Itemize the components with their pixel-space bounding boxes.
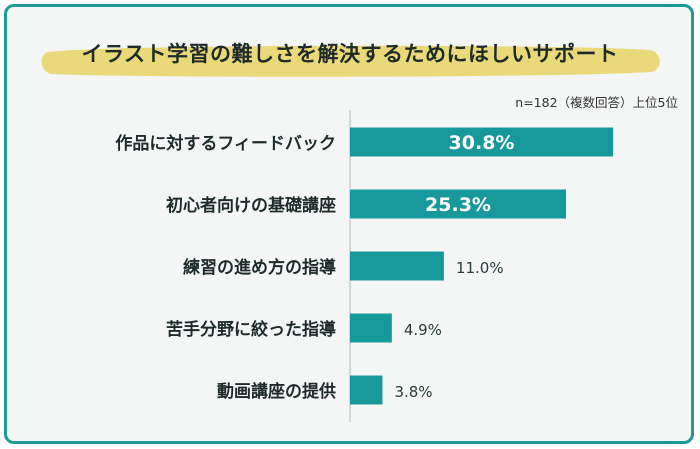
category-label: 作品に対するフィードバック <box>115 133 336 154</box>
value-label: 11.0% <box>456 259 504 277</box>
chart-title: イラスト学習の難しさを解決するためにほしいサポート <box>81 42 619 66</box>
value-label: 25.3% <box>425 194 491 216</box>
category-label: 苦手分野に絞った指導 <box>166 319 336 340</box>
title-banner: イラスト学習の難しさを解決するためにほしいサポート <box>0 30 700 80</box>
category-label: 動画講座の提供 <box>217 381 336 402</box>
sample-note: n=182（複数回答）上位5位 <box>515 95 678 110</box>
chart-frame <box>4 4 694 444</box>
value-label: 30.8% <box>449 132 515 154</box>
category-label: 練習の進め方の指導 <box>183 257 336 278</box>
bar <box>350 313 392 343</box>
bar <box>350 251 444 281</box>
value-label: 4.9% <box>404 321 442 339</box>
category-label: 初心者向けの基礎講座 <box>166 195 336 216</box>
title-highlight-brush <box>41 45 660 77</box>
bar <box>350 375 383 405</box>
bar <box>350 189 567 219</box>
value-label: 3.8% <box>394 383 432 401</box>
bar <box>350 127 613 157</box>
